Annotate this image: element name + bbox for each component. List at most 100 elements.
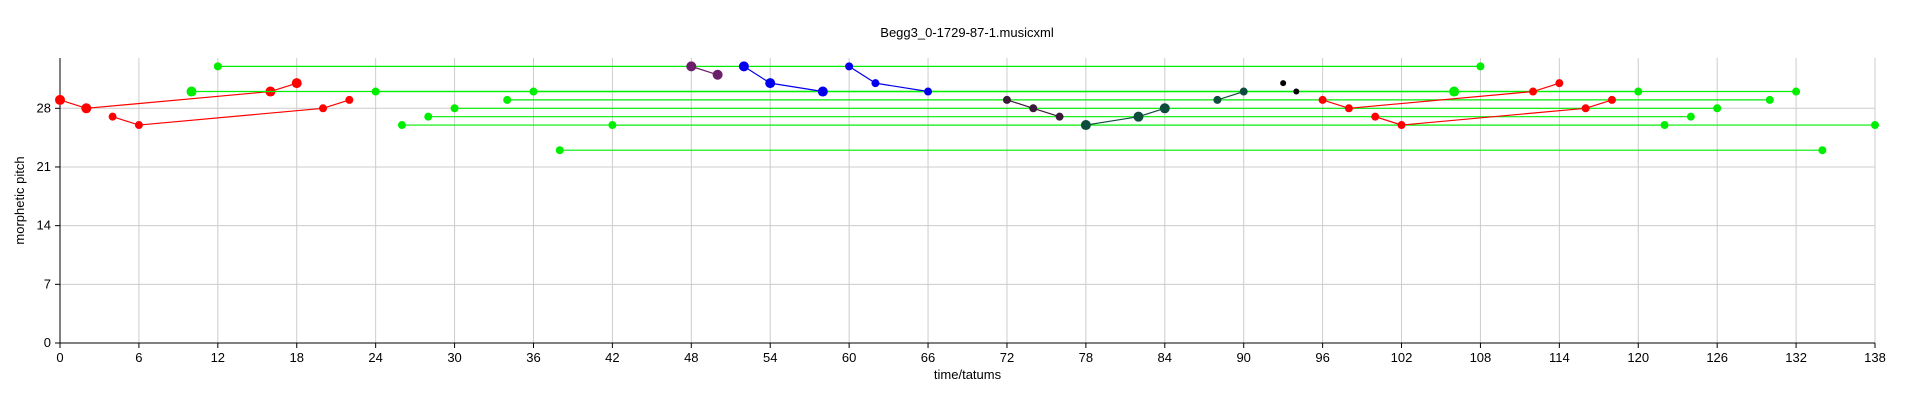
data-point — [345, 95, 354, 104]
x-tick-label: 36 — [526, 350, 540, 365]
data-point — [1660, 121, 1669, 130]
data-point — [1280, 80, 1287, 87]
data-point — [503, 95, 512, 104]
data-point — [1871, 121, 1879, 130]
data-point — [1029, 104, 1038, 113]
data-point — [1792, 87, 1801, 96]
x-tick-label: 102 — [1391, 350, 1413, 365]
x-tick-label: 0 — [56, 350, 63, 365]
data-point — [1581, 104, 1590, 113]
series-layer — [55, 61, 1879, 155]
x-tick-label: 54 — [763, 350, 777, 365]
series-line — [112, 99, 350, 126]
x-tick-label: 72 — [1000, 350, 1014, 365]
data-point — [686, 61, 697, 72]
data-point — [817, 86, 828, 97]
y-axis-label: morphetic pitch — [12, 156, 27, 244]
x-tick-label: 78 — [1079, 350, 1093, 365]
data-point — [1133, 111, 1144, 122]
data-point — [186, 86, 197, 97]
data-point — [712, 69, 723, 80]
axes-layer — [59, 58, 1875, 344]
y-tick-label: 28 — [37, 100, 51, 115]
series-line — [1217, 90, 1244, 101]
data-point — [1344, 104, 1353, 113]
data-point — [1686, 112, 1695, 121]
x-tick-label: 138 — [1864, 350, 1886, 365]
data-point — [55, 94, 65, 105]
x-axis-label: time/tatums — [934, 367, 1002, 382]
data-point — [608, 121, 617, 130]
y-tick-label: 7 — [44, 276, 51, 291]
data-point — [1002, 95, 1011, 104]
x-tick-label: 60 — [842, 350, 856, 365]
ticks-layer: 0 6 12 18 24 30 36 42 48 54 60 66 72 78 84 90 96 102 108 11… — [37, 100, 1886, 365]
data-point — [924, 87, 933, 96]
x-tick-label: 120 — [1627, 350, 1649, 365]
x-tick-label: 24 — [368, 350, 382, 365]
series-teal — [1080, 87, 1248, 131]
data-point — [1213, 95, 1222, 104]
series-red-1 — [55, 78, 354, 130]
y-tick-label: 21 — [37, 159, 51, 174]
data-point — [765, 78, 776, 89]
x-tick-label: 84 — [1158, 350, 1172, 365]
data-point — [1055, 112, 1064, 121]
x-tick-label: 66 — [921, 350, 935, 365]
x-tick-label: 96 — [1315, 350, 1329, 365]
data-point — [134, 121, 143, 130]
series-line — [1322, 82, 1560, 109]
x-tick-label: 48 — [684, 350, 698, 365]
data-point — [1476, 62, 1485, 71]
x-tick-label: 30 — [447, 350, 461, 365]
data-point — [1818, 146, 1827, 155]
data-point — [213, 62, 222, 71]
x-tick-label: 18 — [290, 350, 304, 365]
series-line — [59, 82, 297, 109]
data-point — [371, 87, 380, 96]
series-blue — [738, 61, 933, 97]
series-line — [1375, 99, 1613, 126]
grid-layer — [59, 58, 1876, 344]
data-point — [1080, 120, 1091, 131]
x-tick-label: 90 — [1236, 350, 1250, 365]
x-tick-label: 126 — [1706, 350, 1728, 365]
x-tick-label: 132 — [1785, 350, 1807, 365]
series-red-2 — [1318, 79, 1616, 130]
y-tick-label: 0 — [44, 335, 51, 350]
data-point — [1397, 121, 1406, 130]
data-point — [1449, 86, 1460, 97]
data-point — [1765, 95, 1774, 104]
series-purple — [686, 61, 723, 80]
x-tick-label: 108 — [1470, 350, 1492, 365]
data-point — [108, 112, 117, 121]
series-line — [848, 65, 929, 93]
data-point — [529, 87, 538, 96]
data-point — [871, 79, 880, 88]
data-point — [555, 146, 564, 155]
data-point — [1713, 104, 1722, 113]
chart-title: Begg3_0-1729-87-1.musicxml — [880, 25, 1054, 40]
data-point — [1159, 103, 1170, 114]
data-point — [1239, 87, 1248, 96]
data-point — [1293, 88, 1300, 95]
series-black — [1280, 80, 1300, 95]
data-point — [81, 103, 92, 114]
data-point — [1634, 87, 1643, 96]
x-tick-label: 12 — [211, 350, 225, 365]
data-point — [291, 78, 302, 89]
data-point — [397, 121, 406, 130]
x-tick-label: 42 — [605, 350, 619, 365]
data-point — [1607, 95, 1616, 104]
data-point — [1318, 95, 1327, 104]
series-dark-purple — [1002, 95, 1064, 121]
data-point — [1371, 112, 1380, 121]
data-point — [738, 61, 749, 72]
data-point — [424, 112, 433, 121]
x-tick-label: 114 — [1549, 350, 1570, 365]
data-point — [319, 104, 328, 113]
data-point — [845, 62, 854, 71]
data-point — [1555, 79, 1564, 88]
